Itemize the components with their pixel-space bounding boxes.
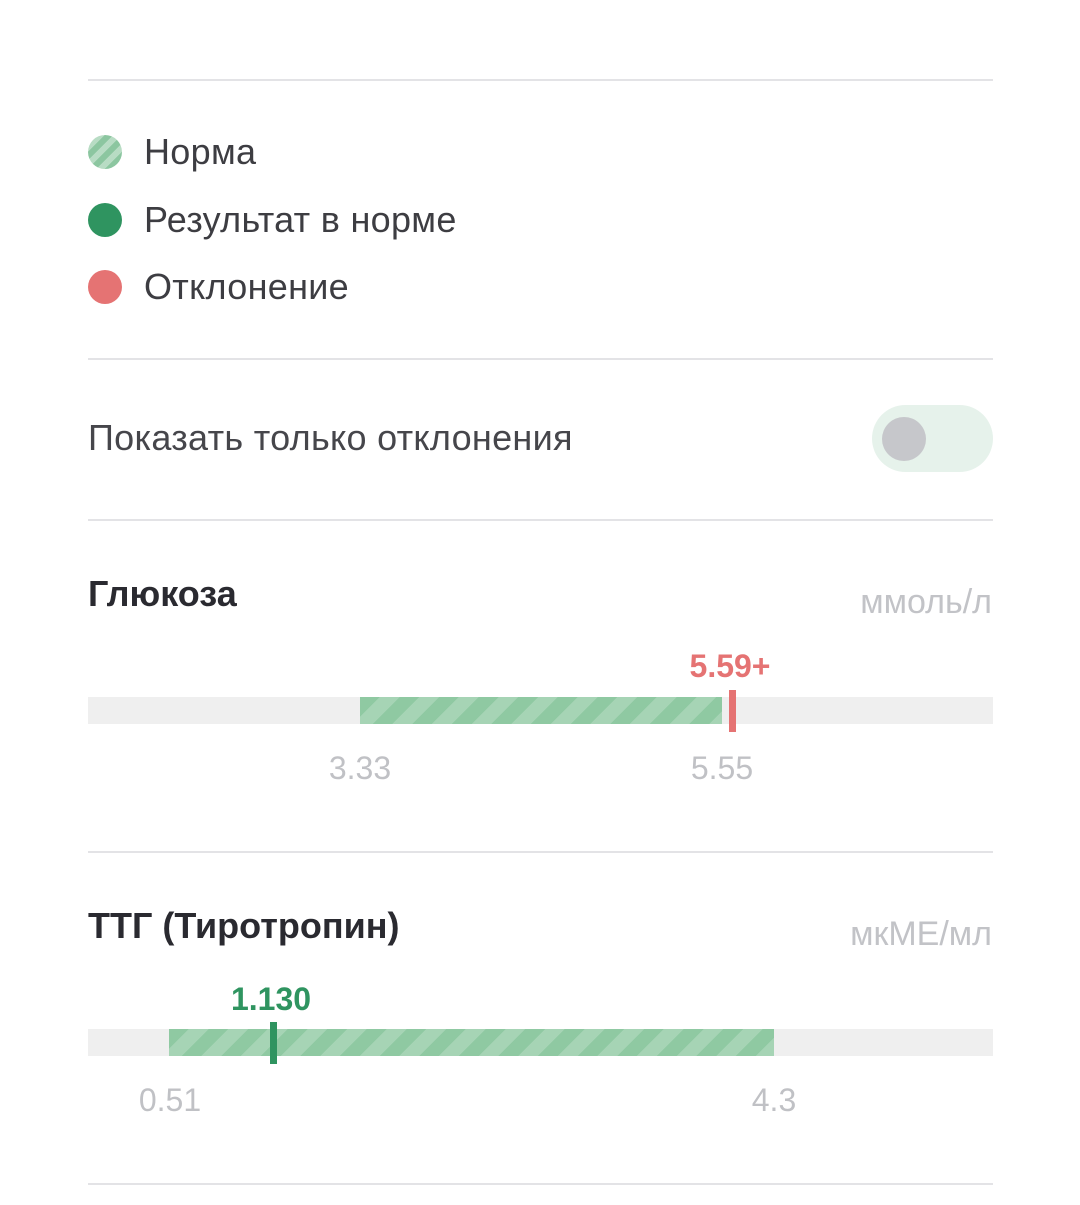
striped-dot-icon bbox=[88, 135, 122, 169]
legend-item-norm: Норма bbox=[88, 131, 257, 172]
deviations-only-toggle[interactable] bbox=[872, 405, 993, 472]
divider-test-2 bbox=[88, 1183, 993, 1185]
divider-filter bbox=[88, 519, 993, 521]
test-unit: мкМЕ/мл bbox=[850, 915, 992, 953]
ref-high-label: 5.55 bbox=[690, 750, 754, 786]
norm-range-bar bbox=[360, 697, 722, 724]
legend-label: Результат в норме bbox=[144, 199, 457, 240]
ref-low-label: 3.33 bbox=[328, 750, 392, 786]
toggle-knob bbox=[882, 417, 926, 461]
divider-test-1 bbox=[88, 851, 993, 853]
legend-label: Отклонение bbox=[144, 266, 349, 307]
range-track bbox=[88, 697, 993, 724]
test-name: ТТГ (Тиротропин) bbox=[88, 905, 400, 946]
ref-high-label: 4.3 bbox=[751, 1082, 797, 1118]
legend-item-deviation: Отклонение bbox=[88, 266, 349, 307]
divider-top bbox=[88, 79, 993, 81]
legend-label: Норма bbox=[144, 131, 257, 172]
test-unit: ммоль/л bbox=[860, 583, 992, 621]
result-marker bbox=[729, 690, 736, 732]
divider-legend bbox=[88, 358, 993, 360]
range-track bbox=[88, 1029, 993, 1056]
ref-low-label: 0.51 bbox=[138, 1082, 202, 1118]
norm-range-bar bbox=[169, 1029, 774, 1056]
result-marker bbox=[270, 1022, 277, 1064]
result-value: 5.59+ bbox=[689, 648, 771, 684]
test-name: Глюкоза bbox=[88, 573, 237, 614]
red-dot-icon bbox=[88, 270, 122, 304]
result-value: 1.130 bbox=[230, 981, 312, 1017]
legend-item-result-normal: Результат в норме bbox=[88, 199, 457, 240]
green-dot-icon bbox=[88, 203, 122, 237]
filter-label: Показать только отклонения bbox=[88, 417, 573, 458]
